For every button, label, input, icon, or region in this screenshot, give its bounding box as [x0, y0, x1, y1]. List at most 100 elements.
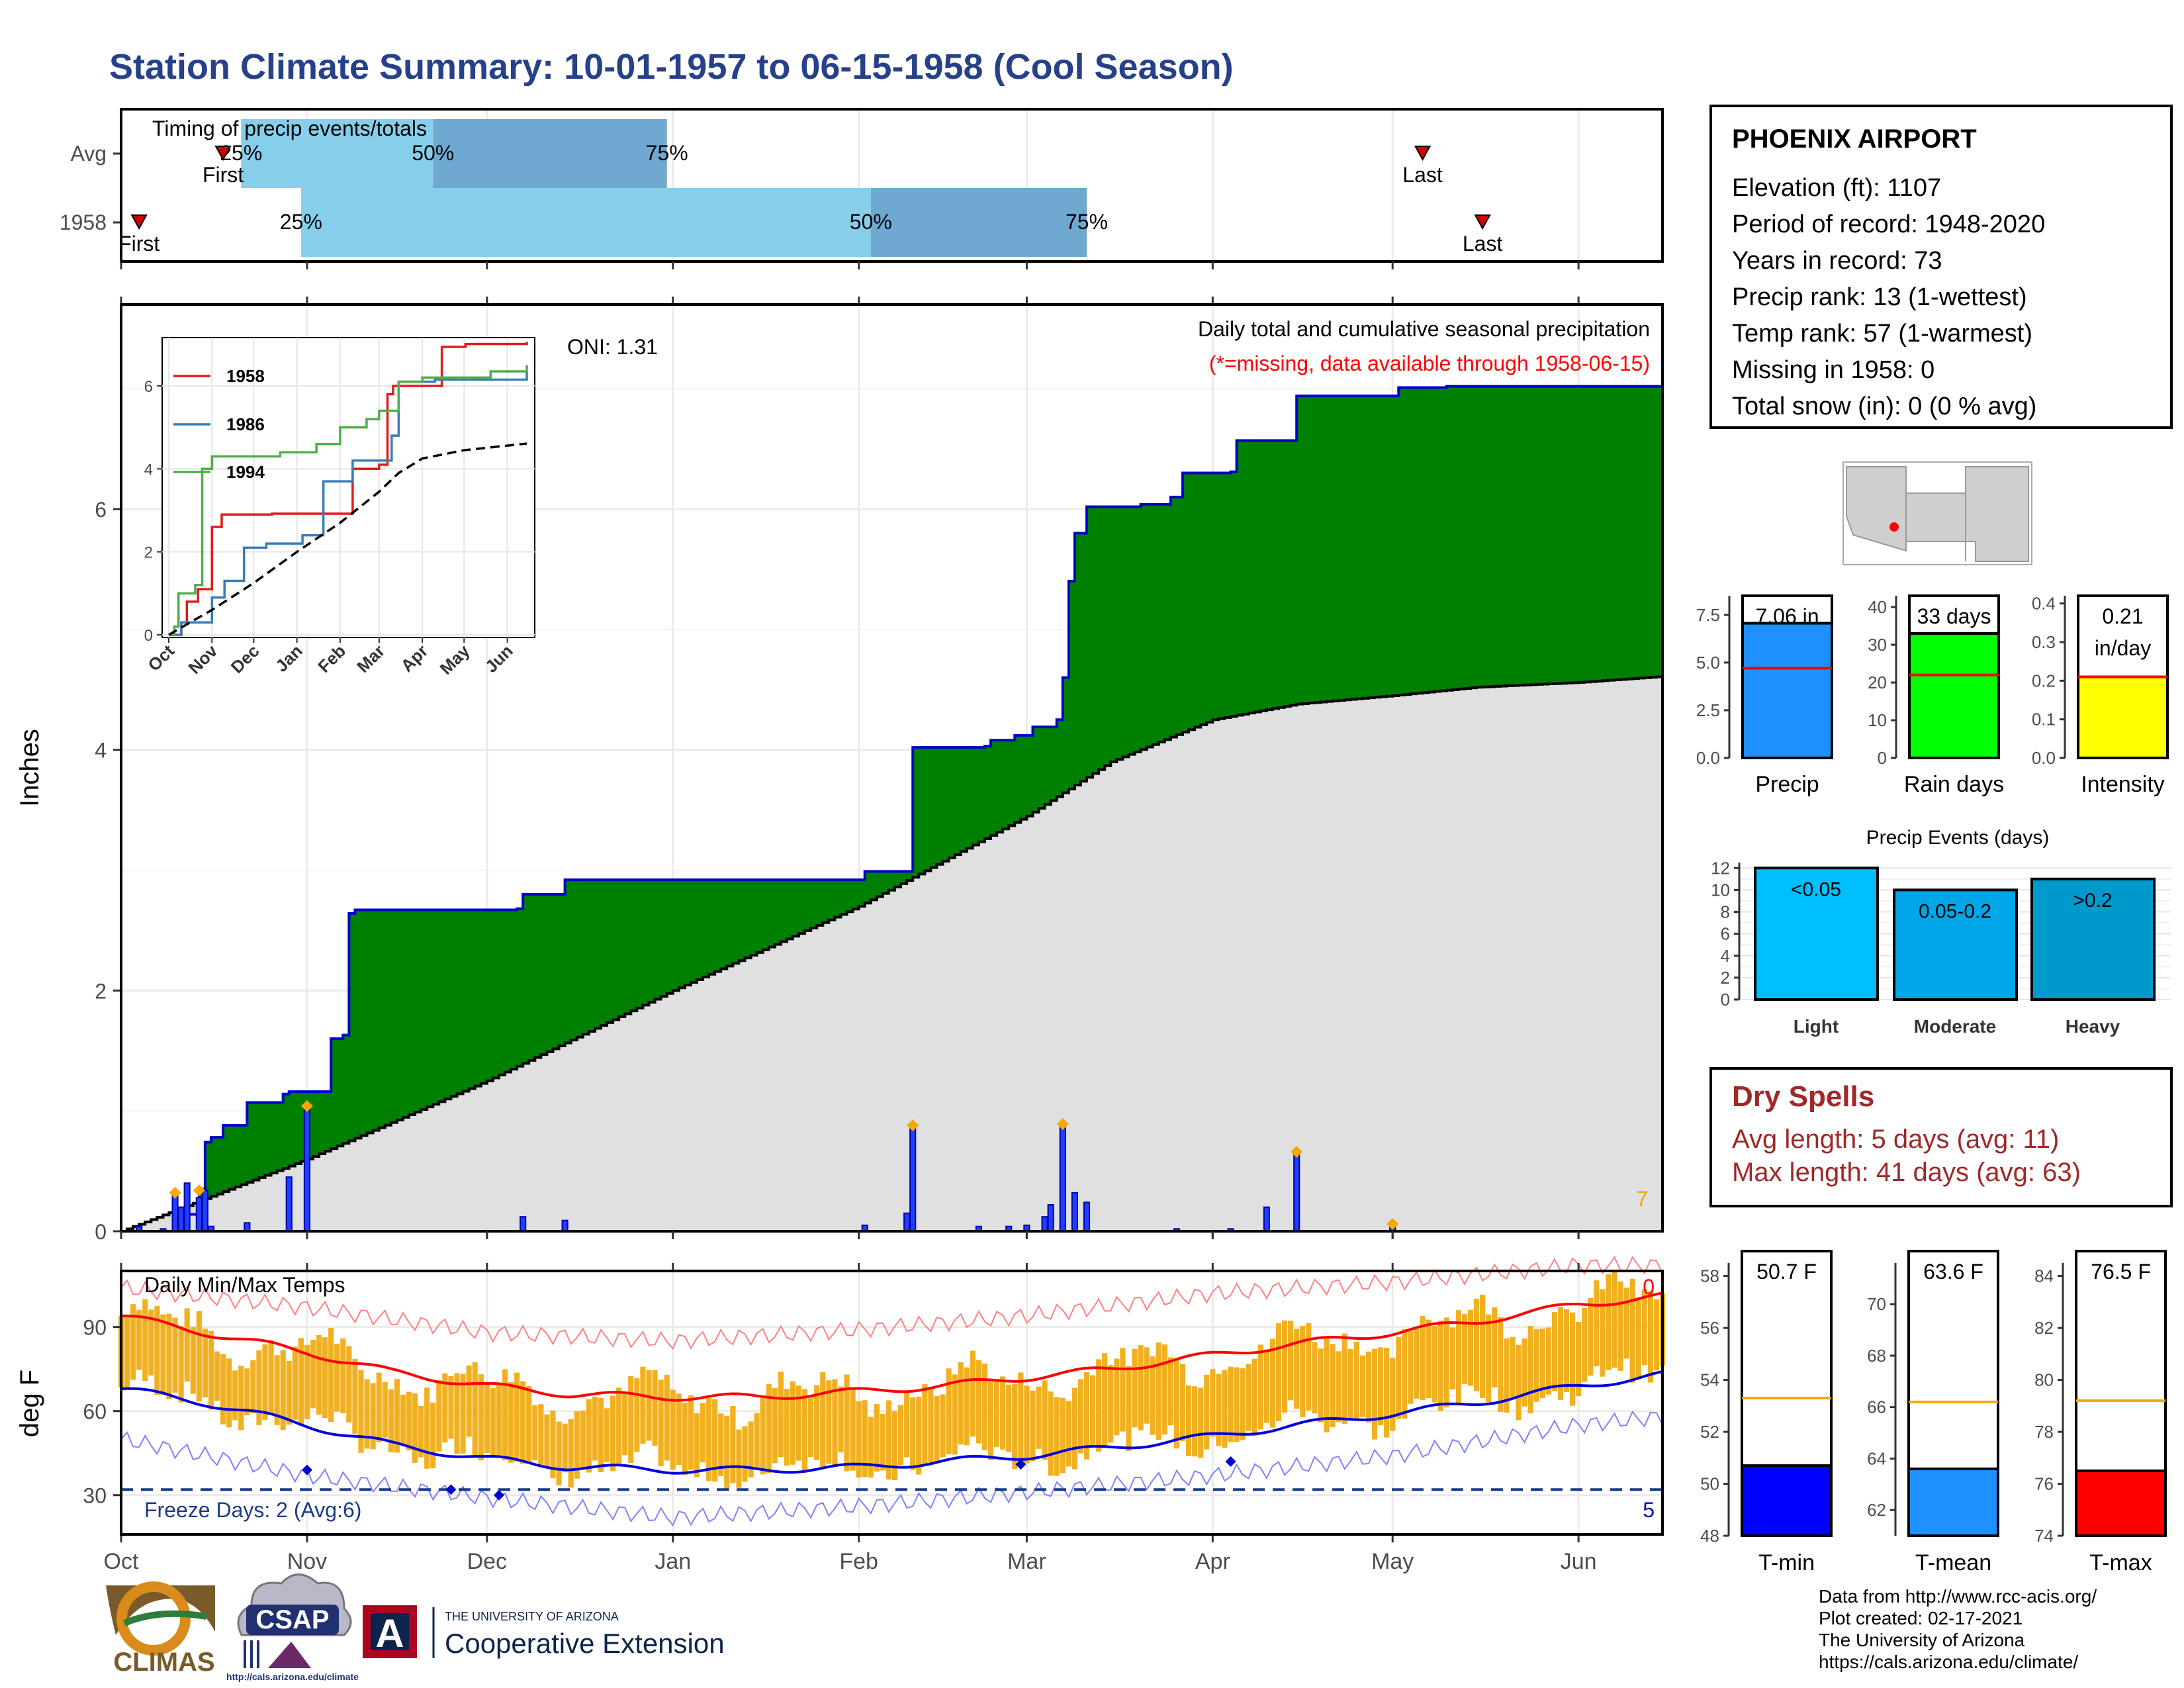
category-label: Rain days — [1904, 772, 2004, 797]
daily-precip-bar — [195, 1197, 203, 1233]
daily-temp-bar — [1371, 1348, 1378, 1440]
daily-temp-bar — [790, 1381, 796, 1465]
daily-temp-bar — [544, 1414, 550, 1469]
small-chart-y-tick-label: 0.4 — [2032, 594, 2056, 614]
inset-panel — [161, 337, 535, 638]
daily-temp-bar — [1312, 1342, 1318, 1414]
small-chart-y-tick-label: 0.0 — [1696, 748, 1720, 768]
daily-precip-bar — [1071, 1192, 1078, 1233]
events-y-tick-label: 8 — [1721, 902, 1730, 922]
daily-temp-bar — [1251, 1358, 1257, 1436]
daily-temp-bar — [987, 1382, 994, 1461]
cumulative-average-area — [121, 676, 1662, 1231]
small-chart-y-tick-label: 0.3 — [2032, 632, 2056, 652]
inset-legend-label: 1958 — [226, 366, 265, 386]
events-y-tick-label: 12 — [1711, 858, 1730, 878]
daily-temp-bar — [430, 1402, 436, 1469]
daily-precip-bar — [183, 1182, 191, 1232]
station-name: PHOENIX AIRPORT — [1732, 124, 1977, 154]
timing-bar-25-50 — [300, 188, 871, 257]
temp-x-tick-label: Dec — [467, 1549, 507, 1574]
csap-mountain-icon — [268, 1642, 311, 1668]
precip-event-bar-moderate — [1893, 888, 2018, 1002]
small-chart-y-tick-label: 0.2 — [2032, 671, 2056, 690]
daily-temp-bar — [1437, 1320, 1443, 1411]
inset-y-tick-label: 4 — [144, 461, 153, 479]
station-snow: Total snow (in): 0 (0 % avg) — [1732, 393, 2037, 420]
daily-temp-bar — [388, 1389, 394, 1452]
daily-temp-bar — [1060, 1397, 1066, 1474]
daily-temp-bar — [586, 1399, 592, 1473]
events-y-tick-label: 0 — [1721, 990, 1730, 1009]
timing-panel-border — [120, 108, 1664, 263]
daily-temp-bar — [394, 1379, 400, 1453]
credit-line: Plot created: 02-17-2021 — [1819, 1608, 2023, 1628]
daily-temp-bar — [202, 1328, 208, 1398]
value-label: 33 days — [1917, 604, 1991, 628]
timing-label-50: 50% — [850, 210, 892, 234]
daily-precip-bar — [1047, 1204, 1054, 1232]
daily-temp-bar — [562, 1423, 568, 1473]
daily-temp-bar — [1042, 1380, 1048, 1460]
daily-temp-bar — [334, 1343, 340, 1412]
daily-temp-bar — [142, 1299, 148, 1382]
daily-temp-bar — [784, 1389, 790, 1466]
daily-temp-bar — [934, 1396, 940, 1464]
value-bar-T-mean — [1907, 1467, 1999, 1537]
temp-x-tick-label: May — [1371, 1549, 1414, 1574]
small-chart-y-tick-label: 10 — [1868, 710, 1887, 730]
daily-temp-bar — [916, 1397, 922, 1475]
station-temp-rank: Temp rank: 57 (1-warmest) — [1732, 320, 2033, 348]
daily-temp-bar — [886, 1400, 892, 1479]
temp-x-tick-label: Jan — [655, 1549, 691, 1574]
daily-temp-bar — [1030, 1390, 1036, 1462]
daily-temp-bar — [802, 1389, 808, 1474]
temp-panel-border — [120, 1270, 1664, 1536]
daily-temp-bar — [1150, 1356, 1156, 1435]
daily-temp-bar — [1551, 1311, 1557, 1391]
daily-precip-bar — [1263, 1206, 1270, 1232]
cumulative-average-line — [121, 675, 1664, 1233]
daily-temp-bar — [370, 1383, 376, 1450]
daily-temp-bar — [1012, 1384, 1018, 1470]
daily-temp-bar — [874, 1404, 880, 1472]
max-event-marker — [193, 1184, 205, 1197]
first-label: First — [203, 163, 244, 187]
daily-temp-bar — [1186, 1385, 1192, 1456]
daily-temp-bar — [736, 1429, 742, 1488]
daily-temp-bar — [1522, 1338, 1527, 1407]
daily-temp-bar — [862, 1400, 868, 1477]
daily-temp-bar — [1198, 1387, 1204, 1458]
record-high-line — [120, 1256, 1663, 1350]
inset-y-tick-label: 6 — [144, 378, 153, 396]
first-marker — [214, 146, 232, 162]
daily-temp-bar — [1443, 1317, 1449, 1408]
station-years: Years in record: 73 — [1732, 247, 1942, 275]
daily-temp-bar — [772, 1387, 778, 1464]
daily-temp-bar — [652, 1370, 658, 1446]
daily-temp-bar — [1102, 1353, 1108, 1448]
inset-average-line — [168, 442, 527, 636]
daily-temp-bar — [1161, 1344, 1167, 1435]
credit-line: https://cals.arizona.edu/climate/ — [1819, 1652, 2079, 1672]
cold-marker — [1015, 1459, 1026, 1470]
precip-legend-title: Daily total and cumulative seasonal prec… — [1198, 317, 1650, 341]
daily-temp-bar — [778, 1372, 784, 1458]
daily-temp-bar — [1306, 1323, 1312, 1411]
daily-temp-bar — [352, 1358, 358, 1434]
daily-precip-bar — [1293, 1151, 1300, 1232]
daily-temp-bar — [1653, 1299, 1660, 1371]
daily-temp-bar — [1635, 1297, 1641, 1379]
daily-temp-bar — [1539, 1328, 1545, 1399]
temp-x-tick-label: Nov — [287, 1549, 327, 1574]
daily-temp-bar — [1096, 1359, 1102, 1452]
daily-temp-bar — [484, 1382, 490, 1453]
daily-temp-bar — [958, 1362, 964, 1445]
daily-temp-bar — [1617, 1281, 1623, 1371]
daily-temp-bar — [382, 1382, 388, 1438]
precip-event-bar-label: <0.05 — [1791, 878, 1841, 900]
daily-temp-bar — [1359, 1355, 1365, 1417]
temp-y-tick-label: 90 — [83, 1316, 107, 1340]
precip-events-title: Precip Events (days) — [1866, 827, 2050, 849]
